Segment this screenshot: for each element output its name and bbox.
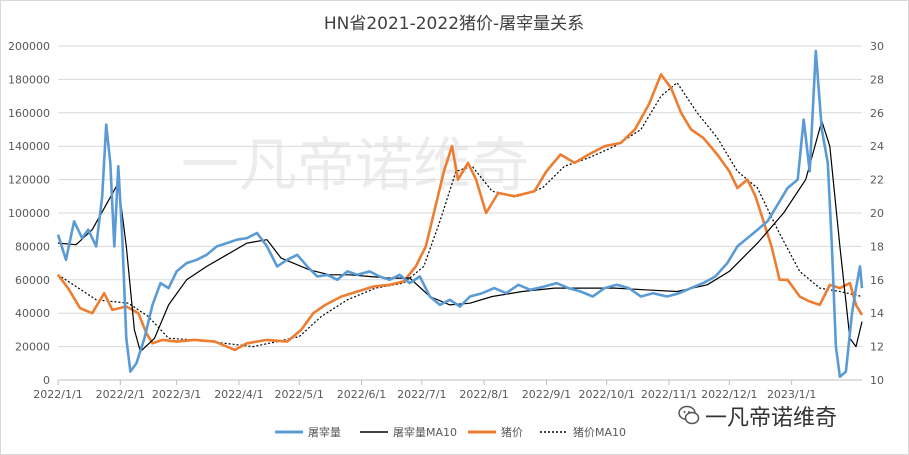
left-tick-label: 40000 bbox=[15, 307, 50, 320]
series-line-0 bbox=[56, 49, 864, 378]
left-tick-label: 180000 bbox=[8, 73, 50, 86]
series-line-3 bbox=[57, 82, 863, 348]
right-tick-label: 24 bbox=[870, 140, 884, 153]
x-tick-label: 2022/1/1 bbox=[33, 388, 82, 401]
x-tick-label: 2022/7/1 bbox=[397, 388, 446, 401]
right-tick-label: 18 bbox=[870, 240, 884, 253]
series-layer bbox=[56, 49, 864, 378]
watermark-text: 一凡帝诺维奇 bbox=[705, 406, 838, 431]
right-tick-label: 16 bbox=[870, 274, 884, 287]
right-tick-label: 20 bbox=[870, 207, 884, 220]
right-axis: 10 12 14 16 18 20 22 24 26 28 30 bbox=[870, 40, 884, 387]
x-tick-label: 2022/9/1 bbox=[522, 388, 571, 401]
legend-label-3: 猪价MA10 bbox=[573, 426, 626, 439]
watermark-layer: 一凡帝诺维奇 bbox=[181, 131, 529, 199]
left-tick-label: 160000 bbox=[8, 107, 50, 120]
series-line-2 bbox=[56, 73, 864, 352]
x-tick-label: 2022/12/1 bbox=[701, 388, 757, 401]
x-tick-label: 2022/10/1 bbox=[579, 388, 635, 401]
x-tick-label: 2022/11/1 bbox=[641, 388, 697, 401]
x-tick-label: 2022/6/1 bbox=[337, 388, 386, 401]
left-tick-label: 60000 bbox=[15, 274, 50, 287]
right-tick-label: 10 bbox=[870, 374, 884, 387]
right-tick-label: 28 bbox=[870, 73, 884, 86]
left-tick-label: 0 bbox=[43, 374, 50, 387]
legend-label-2: 猪价 bbox=[501, 426, 523, 439]
left-tick-label: 140000 bbox=[8, 140, 50, 153]
legend-label-1: 屠宰量MA10 bbox=[393, 425, 457, 439]
left-tick-label: 120000 bbox=[8, 174, 50, 187]
chart-title: HN省2021-2022猪价-屠宰量关系 bbox=[324, 14, 584, 34]
x-tick-label: 2022/2/1 bbox=[96, 388, 145, 401]
left-tick-label: 200000 bbox=[8, 40, 50, 53]
legend: 屠宰量 屠宰量MA10 猪价 猪价MA10 bbox=[275, 425, 626, 439]
left-tick-label: 100000 bbox=[8, 207, 50, 220]
x-tick-label: 2022/5/1 bbox=[274, 388, 323, 401]
x-tick-label: 2023/1/1 bbox=[767, 388, 816, 401]
x-axis: 2022/1/1 2022/2/1 2022/3/1 2022/4/1 2022/5/1… bbox=[33, 380, 816, 401]
left-tick-label: 20000 bbox=[15, 341, 50, 354]
left-axis: 0 20000 40000 60000 80000 100000 120000 140000 1… bbox=[8, 40, 50, 387]
series-line-1 bbox=[57, 120, 863, 353]
gridlines bbox=[58, 45, 862, 381]
legend-label-0: 屠宰量 bbox=[308, 425, 341, 439]
x-tick-label: 2022/8/1 bbox=[459, 388, 508, 401]
right-tick-label: 12 bbox=[870, 341, 884, 354]
left-tick-label: 80000 bbox=[15, 240, 50, 253]
right-tick-label: 14 bbox=[870, 307, 884, 320]
right-tick-label: 30 bbox=[870, 40, 884, 53]
background-watermark: 一凡帝诺维奇 bbox=[181, 131, 529, 199]
x-tick-label: 2022/3/1 bbox=[152, 388, 201, 401]
x-tick-label: 2022/4/1 bbox=[214, 388, 263, 401]
right-tick-label: 26 bbox=[870, 107, 884, 120]
right-tick-label: 22 bbox=[870, 174, 884, 187]
wechat-icon bbox=[678, 405, 700, 425]
